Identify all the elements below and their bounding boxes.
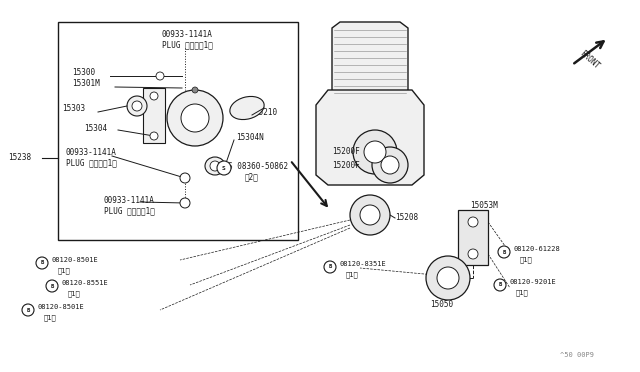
Ellipse shape [210, 161, 220, 171]
Ellipse shape [350, 195, 390, 235]
Ellipse shape [167, 90, 223, 146]
Bar [143, 88, 165, 143]
Ellipse shape [150, 132, 158, 140]
Polygon shape [332, 22, 408, 98]
Ellipse shape [132, 101, 142, 111]
Ellipse shape [217, 161, 231, 175]
Text: B: B [51, 283, 54, 289]
Text: 15210: 15210 [254, 108, 277, 117]
Ellipse shape [150, 92, 158, 100]
Text: （1）: （1） [44, 315, 57, 321]
Text: （1）: （1） [520, 257, 532, 263]
Ellipse shape [180, 173, 190, 183]
Ellipse shape [494, 279, 506, 291]
Ellipse shape [180, 198, 190, 208]
Text: PLUG プラグ（1）: PLUG プラグ（1） [104, 206, 155, 215]
Ellipse shape [468, 249, 478, 259]
Text: （1）: （1） [68, 291, 81, 297]
Text: 00933-1141A: 00933-1141A [66, 148, 117, 157]
Text: 00933-1141A: 00933-1141A [162, 30, 213, 39]
Ellipse shape [360, 205, 380, 225]
Text: 15200F: 15200F [332, 160, 360, 170]
Ellipse shape [437, 267, 459, 289]
Ellipse shape [205, 157, 225, 175]
Text: 08120-61228: 08120-61228 [514, 246, 561, 252]
Ellipse shape [230, 96, 264, 119]
Ellipse shape [181, 104, 209, 132]
Ellipse shape [353, 130, 397, 174]
Ellipse shape [36, 257, 48, 269]
Text: S: S [222, 166, 226, 170]
Text: 15303: 15303 [62, 104, 85, 113]
Text: FRONT: FRONT [578, 49, 601, 71]
Text: 15208: 15208 [395, 214, 418, 222]
Ellipse shape [372, 147, 408, 183]
Text: 15304N: 15304N [236, 133, 264, 142]
Text: 15304: 15304 [84, 124, 107, 133]
Text: B: B [328, 264, 332, 269]
Ellipse shape [156, 72, 164, 80]
Text: 15238: 15238 [8, 154, 31, 163]
Ellipse shape [468, 217, 478, 227]
Text: PLUG プラグ（1）: PLUG プラグ（1） [162, 40, 213, 49]
Ellipse shape [46, 280, 58, 292]
Text: B: B [40, 260, 44, 266]
Text: 15300: 15300 [72, 68, 95, 77]
Ellipse shape [426, 256, 470, 300]
Ellipse shape [127, 96, 147, 116]
Text: 00933-1141A: 00933-1141A [104, 196, 155, 205]
Text: 15301M: 15301M [72, 79, 100, 88]
Text: （1）: （1） [516, 290, 529, 296]
Polygon shape [316, 90, 424, 185]
Text: B: B [502, 250, 506, 254]
Text: ^50 00P9: ^50 00P9 [560, 352, 594, 358]
Ellipse shape [324, 261, 336, 273]
Text: 08120-8501E: 08120-8501E [38, 304, 84, 310]
Bar [58, 22, 298, 240]
Text: 15053M: 15053M [470, 201, 498, 210]
Text: 08120-8501E: 08120-8501E [52, 257, 99, 263]
Ellipse shape [364, 141, 386, 163]
Ellipse shape [381, 156, 399, 174]
Text: 15050: 15050 [430, 300, 453, 309]
Text: （1）: （1） [346, 272, 359, 278]
Ellipse shape [192, 87, 198, 93]
Text: （1）: （1） [58, 268, 71, 274]
Text: S 08360-50862: S 08360-50862 [228, 162, 288, 171]
Text: 15200F: 15200F [332, 148, 360, 157]
Text: （2）: （2） [245, 172, 259, 181]
Text: 08120-8551E: 08120-8551E [62, 280, 109, 286]
Bar [458, 210, 488, 265]
Ellipse shape [498, 246, 510, 258]
Text: 08120-9201E: 08120-9201E [510, 279, 557, 285]
Ellipse shape [22, 304, 34, 316]
Text: B: B [26, 308, 29, 312]
Text: B: B [499, 282, 502, 288]
Text: 08120-8351E: 08120-8351E [340, 261, 387, 267]
Text: PLUG プラグ（1）: PLUG プラグ（1） [66, 158, 117, 167]
